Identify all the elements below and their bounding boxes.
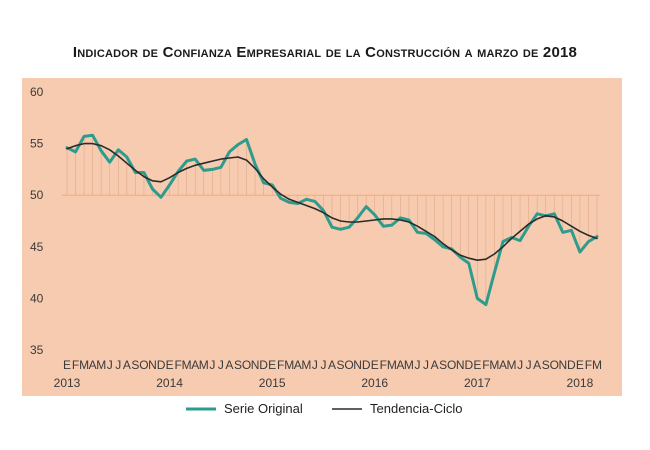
x-month-label: D (362, 358, 371, 372)
x-month-label: S (234, 358, 242, 372)
y-tick-label: 35 (30, 343, 44, 357)
x-month-label: A (328, 358, 336, 372)
x-month-label: O (139, 358, 148, 372)
x-month-label: S (439, 358, 447, 372)
x-month-label: A (431, 358, 439, 372)
x-month-label: M (489, 358, 499, 372)
x-month-label: S (337, 358, 345, 372)
y-axis: 35 40 45 50 55 60 (30, 85, 44, 357)
y-tick-label: 50 (30, 188, 44, 202)
x-month-label: J (218, 358, 224, 372)
x-month-label: F (585, 358, 592, 372)
x-month-label: A (89, 358, 97, 372)
x-month-label: M (592, 358, 602, 372)
x-month-label: M (301, 358, 311, 372)
series-line-tendencia-ciclo (66, 142, 598, 262)
legend: Serie Original Tendencia-Ciclo (186, 401, 463, 416)
x-month-label: F (174, 358, 181, 372)
x-month-label: A (191, 358, 199, 372)
series-line-serie-original (65, 133, 599, 307)
x-year-label: 2016 (361, 376, 388, 390)
x-month-label: O (447, 358, 456, 372)
x-month-label: M (199, 358, 209, 372)
y-tick-label: 55 (30, 137, 44, 151)
x-year-label: 2015 (259, 376, 286, 390)
x-month-label: M (182, 358, 192, 372)
x-month-label: M (507, 358, 517, 372)
x-year-label: 2014 (156, 376, 183, 390)
x-month-label: F (277, 358, 284, 372)
x-month-label: A (225, 358, 233, 372)
x-month-label: J (107, 358, 113, 372)
x-month-label: J (320, 358, 326, 372)
x-month-label: E (371, 358, 379, 372)
x-month-label: M (96, 358, 106, 372)
x-month-label: M (79, 358, 89, 372)
x-month-label: E (166, 358, 174, 372)
legend-label: Serie Original (224, 401, 303, 416)
x-month-label: S (131, 358, 139, 372)
x-month-label: N (456, 358, 465, 372)
x-month-label: E (473, 358, 481, 372)
x-month-label: J (414, 358, 420, 372)
series-layer (65, 133, 599, 307)
x-axis-years: 2013 2014 2015 2016 2017 2018 (54, 376, 594, 390)
x-year-label: 2013 (54, 376, 81, 390)
x-month-label: A (499, 358, 507, 372)
x-month-label: D (157, 358, 166, 372)
x-month-label: E (268, 358, 276, 372)
x-month-label: F (482, 358, 489, 372)
x-year-label: 2018 (567, 376, 594, 390)
x-month-label: A (123, 358, 131, 372)
x-month-label: J (423, 358, 429, 372)
x-month-label: D (259, 358, 268, 372)
x-month-label: M (284, 358, 294, 372)
x-month-label: J (115, 358, 121, 372)
x-month-label: O (242, 358, 251, 372)
x-month-label: J (517, 358, 523, 372)
x-month-label: N (148, 358, 157, 372)
x-month-label: O (550, 358, 559, 372)
x-month-label: F (380, 358, 387, 372)
x-month-label: J (209, 358, 215, 372)
x-month-label: N (251, 358, 260, 372)
x-month-label: F (72, 358, 79, 372)
chart-title: Indicador de Confianza Empresarial de la… (72, 44, 578, 61)
x-month-label: A (294, 358, 302, 372)
x-month-label: M (404, 358, 414, 372)
x-month-label: S (542, 358, 550, 372)
x-month-label: E (576, 358, 584, 372)
x-month-label: D (567, 358, 576, 372)
x-month-label: D (464, 358, 473, 372)
x-month-label: N (353, 358, 362, 372)
x-month-label: J (312, 358, 318, 372)
legend-label: Tendencia-Ciclo (370, 401, 463, 416)
x-month-label: A (533, 358, 541, 372)
y-tick-label: 60 (30, 85, 44, 99)
plot-area (22, 78, 622, 396)
y-tick-label: 40 (30, 291, 44, 305)
x-month-label: O (344, 358, 353, 372)
x-month-label: E (63, 358, 71, 372)
x-month-label: J (526, 358, 532, 372)
x-month-label: M (387, 358, 397, 372)
x-month-label: N (558, 358, 567, 372)
y-tick-label: 45 (30, 240, 44, 254)
x-month-label: A (396, 358, 404, 372)
x-year-label: 2017 (464, 376, 491, 390)
